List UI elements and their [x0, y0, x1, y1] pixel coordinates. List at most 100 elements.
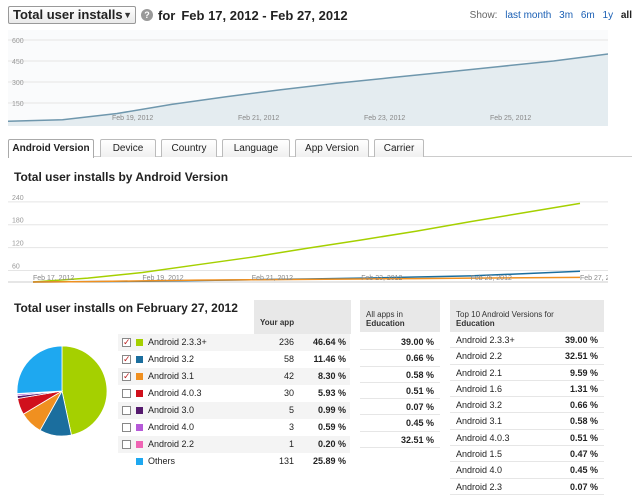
- top10-header: Top 10 Android Versions for Education: [450, 300, 604, 332]
- legend-row: Android 3.0 5 0.99 %: [118, 402, 350, 419]
- top10-row: Android 2.2 32.51 %: [450, 348, 604, 365]
- all-apps-row: 0.45 %: [360, 415, 440, 432]
- versions-x-tick: Feb 21, 2012: [252, 275, 293, 282]
- color-swatch: [136, 373, 143, 380]
- version-count: 1: [288, 439, 294, 449]
- top10-name: Android 3.2: [456, 400, 503, 411]
- top10-name: Android 1.5: [456, 449, 503, 460]
- all-apps-row: 0.51 %: [360, 383, 440, 400]
- top10-header-label: Top 10 Android Versions for: [456, 310, 554, 319]
- range-6m[interactable]: 6m: [580, 10, 595, 21]
- range-last-month[interactable]: last month: [505, 10, 552, 21]
- overview-y-tick: 300: [12, 80, 24, 87]
- date-range-value: Feb 17, 2012 - Feb 27, 2012: [181, 8, 348, 23]
- all-apps-header: All apps in Education: [360, 300, 440, 332]
- top10-column: Android 2.3.3+ 39.00 % Android 2.2 32.51 %…: [450, 332, 604, 495]
- top10-name: Android 4.0: [456, 465, 503, 476]
- overview-y-tick: 450: [12, 59, 24, 66]
- overview-x-tick: Feb 19, 2012: [112, 115, 153, 122]
- all-apps-header-label: All apps in: [366, 310, 403, 319]
- version-checkbox[interactable]: [122, 334, 131, 351]
- all-apps-pct: 0.45 %: [405, 418, 434, 429]
- version-checkbox[interactable]: [122, 440, 131, 449]
- versions-chart[interactable]: 240 180 120 60 Feb 17, 2012 Feb 19, 2012 Feb 2…: [8, 192, 621, 287]
- overview-chart-svg: 600 450 300 150 Feb 19, 2012 Feb 21, 2012 Feb …: [8, 38, 608, 126]
- all-apps-pct: 0.07 %: [405, 402, 434, 413]
- legend-row: Android 3.1 42 8.30 %: [118, 368, 350, 385]
- overview-x-tick: Feb 21, 2012: [238, 115, 279, 122]
- dimension-tabs: Android Version Device Country Language …: [8, 139, 632, 158]
- legend-row: Others 131 25.89 %: [118, 453, 350, 470]
- overview-area: [8, 54, 608, 126]
- top10-row: Android 4.0.3 0.51 %: [450, 430, 604, 447]
- version-checkbox[interactable]: [122, 423, 131, 432]
- versions-series-line: [32, 202, 581, 283]
- all-apps-row: 0.58 %: [360, 367, 440, 383]
- tab-carrier[interactable]: Carrier: [374, 139, 424, 157]
- version-name: Android 3.2: [148, 354, 195, 364]
- all-apps-row: 0.07 %: [360, 399, 440, 416]
- overview-line: [8, 53, 608, 122]
- all-apps-row: 39.00 %: [360, 334, 440, 351]
- legend-row: Android 2.3.3+ 236 46.64 %: [118, 334, 350, 351]
- version-name: Android 4.0.3: [148, 388, 202, 398]
- version-name: Others: [148, 456, 176, 466]
- tab-android-version[interactable]: Android Version: [8, 139, 94, 158]
- version-pct: 11.46 %: [313, 354, 346, 364]
- date-range: for Feb 17, 2012 - Feb 27, 2012: [158, 8, 348, 23]
- for-label: for: [158, 8, 176, 23]
- range-3m[interactable]: 3m: [559, 10, 574, 21]
- top10-row: Android 2.3.3+ 39.00 %: [450, 332, 604, 349]
- top10-name: Android 2.3.3+: [456, 335, 515, 345]
- legend-row: Android 3.2 58 11.46 %: [118, 351, 350, 368]
- top10-pct: 39.00 %: [564, 335, 598, 345]
- color-swatch: [136, 339, 143, 346]
- overview-chart[interactable]: 600 450 300 150 Feb 19, 2012 Feb 21, 2012 Feb …: [8, 30, 608, 126]
- top-bar: Total user installs ▼ ? for Feb 17, 2012 …: [8, 4, 632, 26]
- metric-select[interactable]: Total user installs ▼: [8, 6, 136, 24]
- daily-title: Total user installs on February 27, 2012: [14, 301, 238, 315]
- color-swatch: [136, 458, 143, 465]
- pie-slice[interactable]: [16, 345, 63, 394]
- version-checkbox[interactable]: [122, 351, 131, 368]
- your-app-header: Your app: [254, 300, 351, 334]
- range-all[interactable]: all: [620, 10, 632, 21]
- top10-row: Android 2.3 0.07 %: [450, 479, 604, 495]
- overview-x-tick: Feb 23, 2012: [364, 115, 405, 122]
- version-count: 42: [283, 371, 294, 381]
- versions-x-tick: Feb 27, 2012: [580, 275, 608, 282]
- overview-y-tick: 150: [12, 101, 24, 108]
- version-checkbox[interactable]: [122, 368, 131, 385]
- top10-name: Android 4.0.3: [456, 432, 510, 443]
- help-icon[interactable]: ?: [141, 9, 153, 21]
- all-apps-pct: 39.00 %: [400, 337, 434, 347]
- range-selector: Show: last month 3m 6m 1y all: [470, 10, 632, 21]
- version-count: 236: [278, 337, 294, 347]
- tab-country[interactable]: Country: [161, 139, 217, 157]
- version-checkbox[interactable]: [122, 389, 131, 398]
- versions-y-tick: 240: [12, 195, 24, 202]
- chevron-down-icon: ▼: [123, 10, 132, 20]
- top10-row: Android 3.1 0.58 %: [450, 413, 604, 430]
- top10-pct: 32.51 %: [564, 351, 598, 362]
- top10-row: Android 2.1 9.59 %: [450, 365, 604, 381]
- version-count: 131: [278, 456, 294, 466]
- versions-y-tick: 60: [12, 264, 20, 271]
- range-1y[interactable]: 1y: [602, 10, 614, 21]
- color-swatch: [136, 356, 143, 363]
- overview-y-tick: 600: [12, 38, 24, 45]
- pie-slice[interactable]: [61, 345, 108, 436]
- version-checkbox[interactable]: [122, 406, 131, 415]
- tab-device[interactable]: Device: [100, 139, 156, 157]
- top10-pct: 0.07 %: [569, 481, 598, 492]
- versions-x-tick: Feb 23, 2012: [361, 275, 402, 282]
- version-count: 58: [283, 354, 294, 364]
- tab-app-version[interactable]: App Version: [295, 139, 369, 157]
- tab-language[interactable]: Language: [222, 139, 290, 157]
- version-name: Android 4.0: [148, 422, 195, 432]
- show-label: Show:: [469, 10, 498, 21]
- share-pie-chart[interactable]: [16, 345, 108, 437]
- all-apps-row: 32.51 %: [360, 432, 440, 449]
- metric-select-value: Total user installs: [13, 7, 123, 22]
- overview-x-tick: Feb 25, 2012: [490, 115, 531, 122]
